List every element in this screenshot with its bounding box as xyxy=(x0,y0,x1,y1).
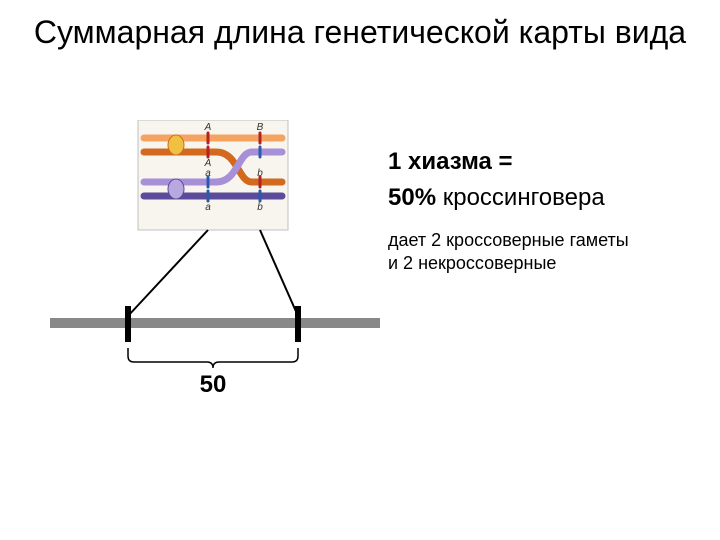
and-noncrossover-text: и 2 некроссоверные xyxy=(388,253,556,273)
projection-line-right xyxy=(260,230,298,316)
map-bar xyxy=(50,318,380,328)
gives-crossover-gametes-text: дает 2 кроссоверные гаметы xyxy=(388,230,629,250)
slide-title-text: Суммарная длина генетической карты вида xyxy=(34,14,686,50)
crossover-percent: 50% xyxy=(388,184,436,211)
right-text-block: 1 хиазма = 50% кроссинговера дает 2 крос… xyxy=(388,148,698,274)
map-distance-50: 50 xyxy=(200,371,227,398)
chiasma-equals-text: 1 хиазма = xyxy=(388,148,513,175)
map-tick-left xyxy=(125,306,131,342)
chiasma-equals: 1 хиазма = xyxy=(388,148,698,176)
projection-line-left xyxy=(128,230,208,316)
crossover-percent-line: 50% кроссинговера xyxy=(388,184,698,212)
slide-title: Суммарная длина генетической карты вида xyxy=(0,14,720,52)
gives-crossover-gametes: дает 2 кроссоверные гаметы xyxy=(388,230,698,251)
diagram: 50ABAabab xyxy=(50,120,380,410)
diagram-svg: 50ABAabab xyxy=(50,120,380,410)
and-noncrossover: и 2 некроссоверные xyxy=(388,253,698,274)
crossover-rest: кроссинговера xyxy=(436,184,605,211)
centromere-purple xyxy=(168,179,184,199)
centromere-orange xyxy=(168,135,184,155)
label-a1: a xyxy=(205,168,211,179)
map-bracket xyxy=(128,348,298,368)
label-b-bot: b xyxy=(257,202,263,213)
label-b-up: b xyxy=(257,168,263,179)
label-B-top: B xyxy=(257,122,264,133)
slide: Суммарная длина генетической карты вида … xyxy=(0,0,720,540)
label-a-bot: a xyxy=(205,202,211,213)
label-A-top: A xyxy=(204,122,212,133)
